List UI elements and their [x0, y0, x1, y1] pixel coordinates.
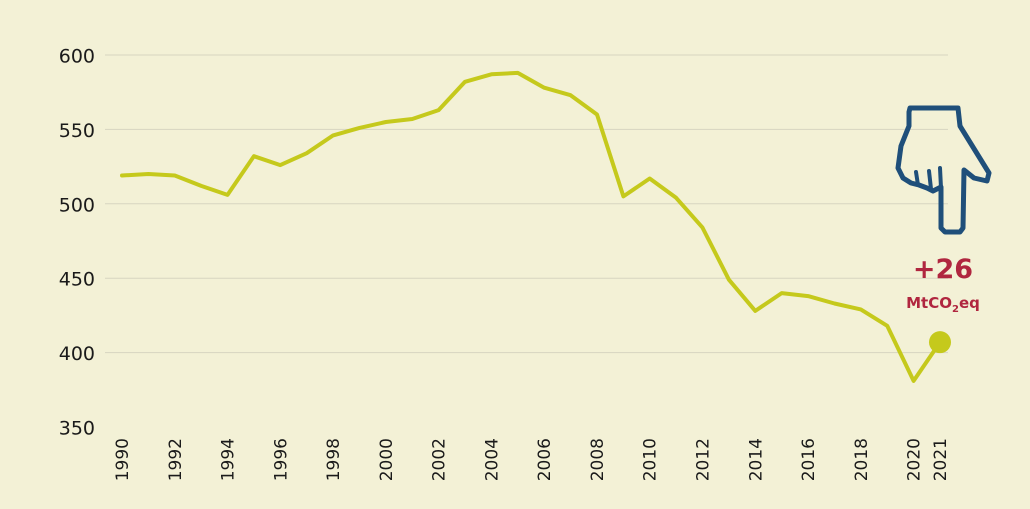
x-tick-label: 2016 [799, 438, 819, 481]
x-tick-label: 1998 [324, 438, 344, 481]
x-tick-label: 2021 [931, 438, 951, 481]
x-tick-label: 1994 [219, 438, 239, 481]
y-tick-label: 400 [59, 343, 95, 365]
series [120, 70, 942, 383]
x-tick-label: 2002 [430, 438, 450, 481]
y-tick-label: 350 [59, 418, 95, 440]
y-tick-label: 550 [59, 120, 95, 142]
annotation-unit-prefix: MtCO [906, 294, 952, 312]
x-tick-label: 2000 [377, 438, 397, 481]
x-tick-label: 1992 [166, 438, 186, 481]
x-tick-label: 2020 [905, 438, 925, 481]
x-tick-label: 2018 [852, 438, 872, 481]
x-tick-label: 1996 [271, 438, 291, 481]
x-tick-label: 2010 [641, 438, 661, 481]
highlight-point [929, 331, 951, 354]
points [929, 331, 951, 354]
x-tick-label: 1990 [113, 438, 133, 481]
annotation-unit-subscript: 2 [952, 304, 959, 315]
y-tick-label: 450 [59, 269, 95, 291]
x-axis: 1990 1992 1994 1996 1998 2000 2002 2004 2006 2008… [113, 438, 951, 481]
annotation-unit-suffix: eq [959, 294, 980, 312]
annotation-unit: MtCO2eq [906, 294, 980, 315]
x-tick-label: 2004 [482, 438, 502, 481]
x-tick-label: 2006 [535, 438, 555, 481]
grid [105, 54, 948, 354]
pointing-down-hand-icon [895, 105, 992, 235]
y-tick-label: 500 [59, 194, 95, 216]
y-tick-label: 600 [59, 46, 95, 68]
x-tick-label: 2014 [746, 438, 766, 481]
annotation-value: +26 [913, 254, 973, 285]
x-tick-label: 2012 [694, 438, 714, 481]
y-axis: 350 400 450 500 550 600 [59, 46, 95, 440]
series-line [120, 70, 942, 383]
x-tick-label: 2008 [588, 438, 608, 481]
